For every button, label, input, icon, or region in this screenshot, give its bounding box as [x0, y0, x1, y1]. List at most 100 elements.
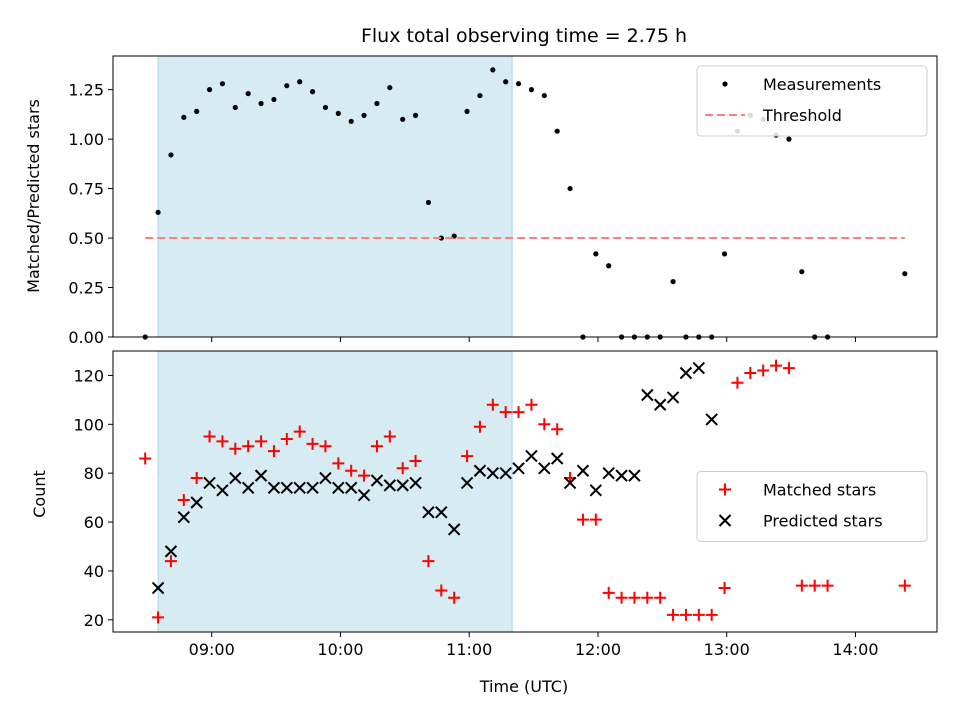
matched-star-point [409, 454, 422, 467]
measurement-point [799, 269, 805, 275]
matched-star-point [757, 364, 770, 377]
predicted-star-point [512, 462, 525, 475]
matched-star-point [641, 591, 654, 604]
predicted-star-point [306, 481, 319, 495]
matched-star-point [705, 608, 718, 621]
measurement-point [786, 136, 792, 142]
predicted-star-point [705, 413, 718, 426]
matched-star-point [667, 608, 680, 621]
axes-frame [112, 350, 938, 633]
matched-star-point [628, 591, 641, 604]
matched-star-point [293, 425, 306, 438]
legend-label: Matched stars [763, 481, 876, 500]
measurement-point [335, 110, 341, 116]
matched-star-point [795, 579, 808, 592]
x-tick-label: 09:00 [189, 640, 235, 659]
predicted-star-point [550, 452, 564, 465]
measurement-point [232, 104, 238, 111]
measurement-point [593, 251, 599, 257]
x-tick-label: 12:00 [575, 640, 621, 659]
matched-star-point [551, 423, 564, 436]
measurement-point [194, 108, 200, 115]
predicted-star-point [525, 449, 538, 463]
predicted-star-point [602, 466, 615, 480]
matched-star-point [139, 452, 152, 465]
matched-star-point [242, 440, 255, 453]
predicted-star-point [254, 469, 268, 482]
legend-handle-plus [719, 483, 731, 496]
legend: Matched stars Predicted stars [696, 471, 928, 542]
matched-star-point [576, 513, 589, 526]
predicted-star-point [344, 481, 358, 495]
y-tick-label: 0.50 [68, 229, 104, 248]
matched-star-point [602, 586, 615, 599]
bottom-y-axis-label: Count [30, 470, 49, 518]
predicted-star-point [473, 464, 487, 477]
predicted-star-point [486, 466, 500, 480]
axes-frame [112, 55, 938, 338]
predicted-star-point [190, 496, 203, 509]
y-tick-label: 60 [84, 513, 104, 532]
predicted-star-point [267, 481, 281, 495]
y-tick-label: 0.75 [68, 180, 104, 199]
predicted-star-point [293, 481, 306, 495]
predicted-star-point [216, 484, 229, 497]
matched-star-point [770, 359, 783, 372]
y-tick-label: 1.25 [68, 81, 104, 100]
predicted-star-point [653, 398, 667, 411]
matched-star-point [461, 450, 474, 463]
matched-star-point [203, 430, 216, 443]
predicted-star-point [447, 523, 461, 536]
observing-time-span [157, 55, 513, 338]
measurement-point [400, 116, 406, 122]
x-tick-label: 11:00 [446, 640, 492, 659]
series-predicted-stars [151, 361, 718, 595]
matched-star-point [306, 437, 319, 450]
predicted-star-point [435, 506, 448, 519]
matched-star-point [782, 362, 795, 375]
matched-star-point [654, 591, 667, 604]
matched-star-point [164, 555, 177, 568]
matched-star-point [280, 432, 293, 445]
x-tick-label: 13:00 [704, 640, 750, 659]
bottom-panel-star-counts: Count Time (UTC) 20 40 60 80 100 120 09:00 10:0… [30, 350, 938, 696]
measurement-point [902, 271, 908, 277]
matched-star-point [744, 366, 757, 379]
predicted-star-point [383, 479, 397, 492]
legend: Measurements Threshold [696, 65, 928, 137]
matched-star-point [319, 440, 332, 453]
legend-label: Predicted stars [763, 512, 883, 531]
measurement-point [284, 83, 290, 89]
y-tick-label: 40 [84, 562, 104, 581]
matched-star-point [448, 591, 461, 604]
predicted-star-point [679, 366, 693, 380]
predicted-star-point [576, 464, 590, 477]
matched-star-point [152, 611, 165, 624]
measurement-point [412, 112, 419, 118]
predicted-star-point [177, 510, 191, 524]
measurement-point [206, 87, 213, 93]
legend-handle-x [718, 514, 732, 527]
measurement-point [361, 112, 367, 118]
predicted-star-point [615, 469, 628, 482]
matched-star-point [692, 608, 705, 621]
matched-star-point [615, 591, 628, 604]
matched-star-point [512, 406, 525, 419]
measurement-point [297, 79, 303, 85]
matched-star-point [821, 579, 834, 592]
predicted-star-point [280, 481, 294, 495]
matched-star-point [383, 430, 396, 443]
predicted-star-point [229, 471, 242, 485]
predicted-star-point [422, 506, 435, 519]
matched-star-point [898, 579, 911, 592]
matched-star-point [267, 445, 280, 458]
predicted-star-point [241, 481, 255, 495]
predicted-star-point [409, 476, 422, 490]
measurement-point [155, 209, 161, 215]
predicted-star-point [357, 488, 371, 502]
predicted-star-point [203, 476, 216, 490]
predicted-star-point [164, 545, 178, 558]
measurement-point [387, 85, 393, 91]
y-tick-label: 80 [84, 464, 104, 483]
predicted-star-point [538, 462, 551, 475]
